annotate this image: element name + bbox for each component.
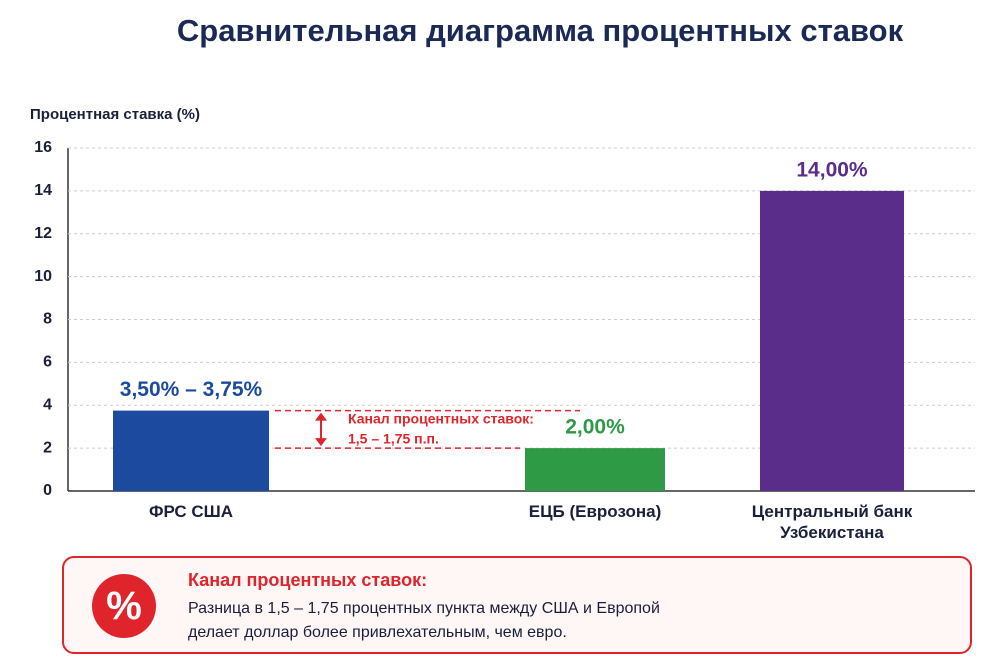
- y-tick-label: 2: [43, 439, 52, 456]
- bar: [113, 410, 269, 491]
- y-tick-label: 16: [34, 139, 52, 156]
- y-tick-label: 10: [34, 268, 52, 285]
- info-text: Разница в 1,5 – 1,75 процентных пункта м…: [188, 600, 660, 617]
- info-heading: Канал процентных ставок:: [188, 570, 428, 590]
- value-label: 14,00%: [796, 158, 868, 181]
- x-tick-label: ЕЦБ (Еврозона): [528, 502, 662, 521]
- y-tick-label: 12: [34, 225, 52, 242]
- y-tick-label: 8: [43, 311, 52, 328]
- y-tick-label: 0: [43, 482, 52, 499]
- bar: [525, 448, 665, 491]
- x-tick-label: Центральный банк Узбекистана: [751, 502, 913, 542]
- value-label: 3,50% – 3,75%: [120, 378, 263, 401]
- info-box: % Канал процентных ставок: Разница в 1,5…: [62, 556, 972, 654]
- info-icon: %: [92, 574, 156, 638]
- value-label: 2,00%: [565, 416, 625, 439]
- info-text: делает доллар более привлехательным, чем…: [188, 624, 567, 641]
- annotation-text: 1,5 – 1,75 п.п.: [348, 431, 439, 447]
- annotation-text: Канал процентных ставок:: [348, 411, 534, 427]
- y-tick-label: 14: [34, 182, 52, 199]
- y-tick-label: 6: [43, 354, 52, 371]
- y-tick-label: 4: [43, 396, 52, 413]
- x-tick-label: ФРС США: [148, 502, 234, 521]
- bar: [760, 190, 904, 491]
- chart-title: Сравнительная диаграмма процентных ставо…: [177, 13, 904, 48]
- y-axis-label: Процентная ставка (%): [30, 106, 200, 123]
- annotation-arrow-head: [315, 412, 327, 447]
